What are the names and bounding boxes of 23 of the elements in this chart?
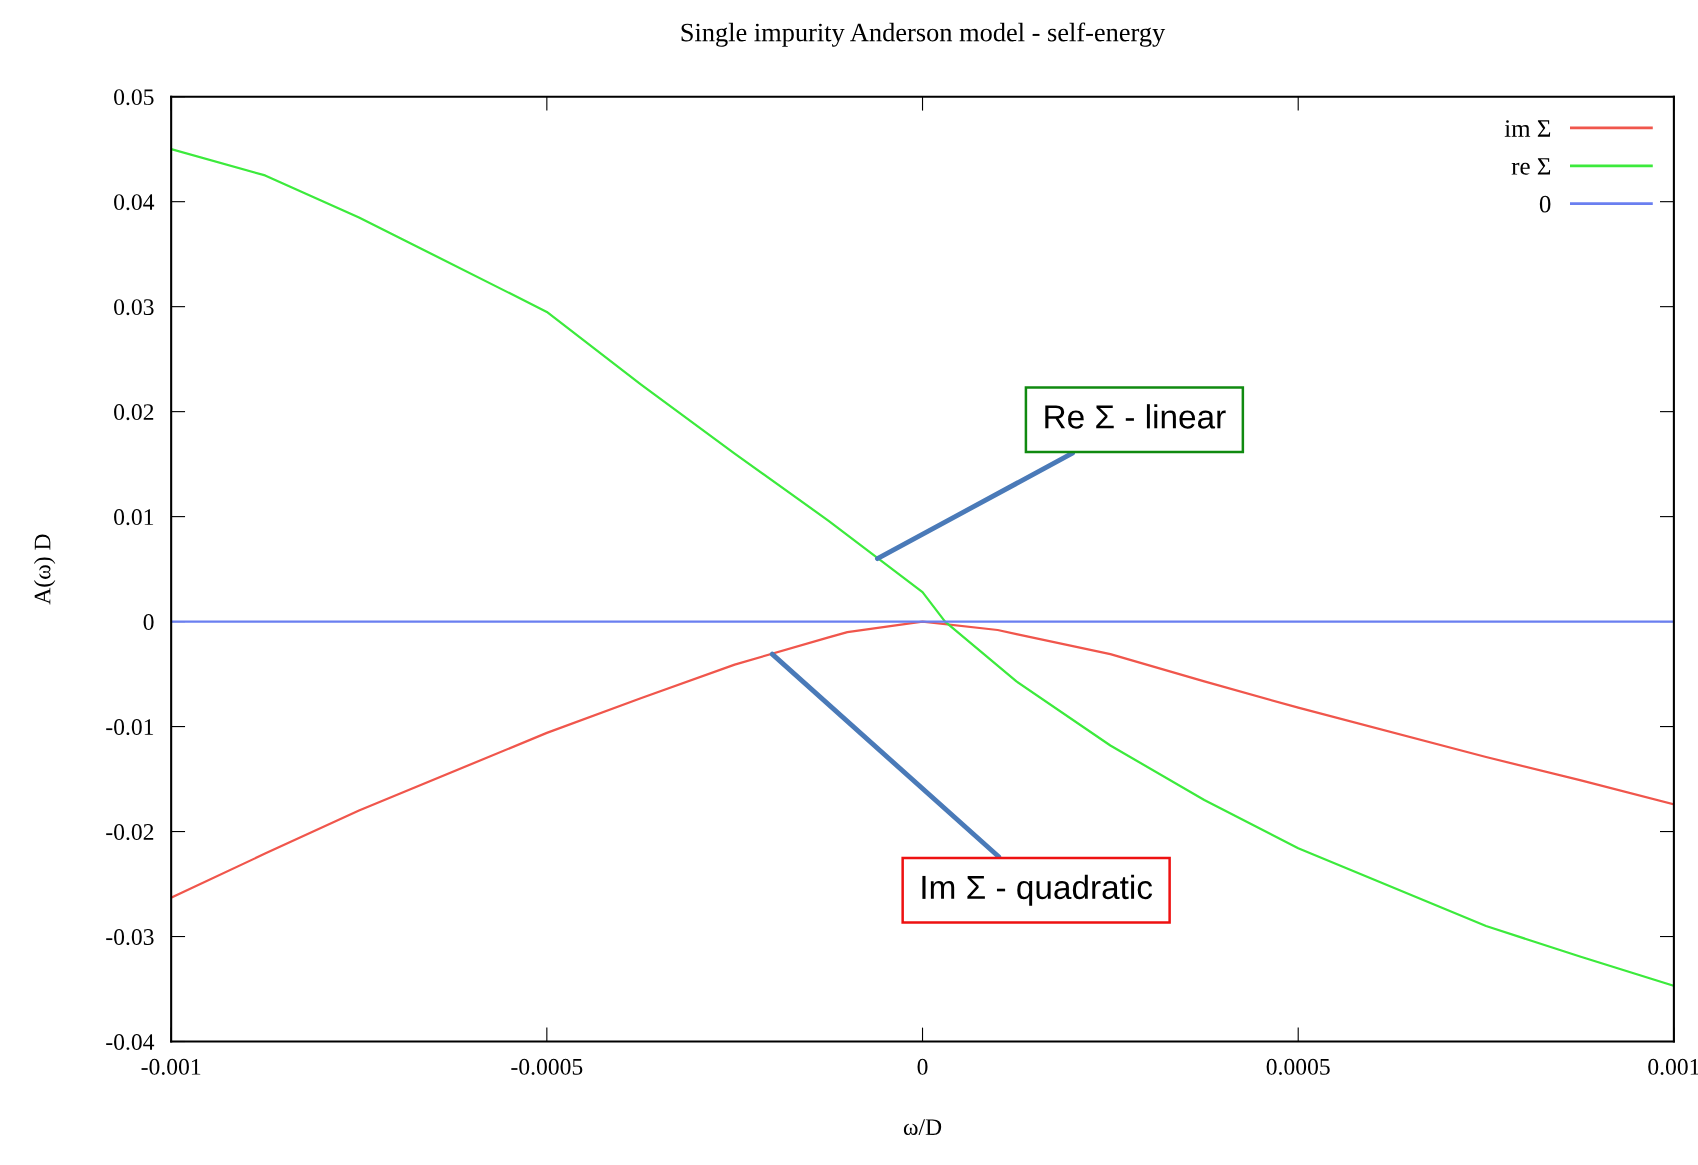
y-tick-label: -0.04 bbox=[106, 1034, 155, 1051]
legend-label: re Σ bbox=[1511, 158, 1551, 175]
y-tick-label: 0.03 bbox=[114, 299, 154, 316]
chart-title: Single impurity Anderson model - self-energy bbox=[681, 22, 1166, 47]
y-tick-label: 0.02 bbox=[114, 404, 154, 421]
y-tick-label: 0 bbox=[143, 614, 154, 631]
y-axis-title: A(ω) D bbox=[33, 534, 56, 605]
y-tick-label: 0.04 bbox=[114, 194, 155, 211]
annotation: Im Σ - quadratic bbox=[922, 874, 1153, 906]
x-axis-title: ω/D bbox=[903, 1119, 942, 1136]
x-tick-label: 0.0005 bbox=[1266, 1058, 1330, 1075]
y-tick-label: -0.02 bbox=[106, 824, 154, 841]
x-tick-label: -0.001 bbox=[141, 1058, 201, 1075]
y-tick-label: -0.01 bbox=[106, 719, 154, 736]
legend-label: 0 bbox=[1539, 195, 1551, 213]
x-tick-label: 0 bbox=[917, 1058, 928, 1075]
y-tick-label: -0.03 bbox=[106, 929, 154, 946]
x-tick-label: -0.0005 bbox=[511, 1058, 583, 1075]
y-tick-label: 0.05 bbox=[114, 89, 154, 106]
y-tick-label: 0.01 bbox=[114, 509, 154, 526]
line-series bbox=[171, 148, 1674, 987]
legend-label: im Σ bbox=[1504, 120, 1551, 137]
annotation: Re Σ - linear bbox=[1045, 404, 1226, 429]
